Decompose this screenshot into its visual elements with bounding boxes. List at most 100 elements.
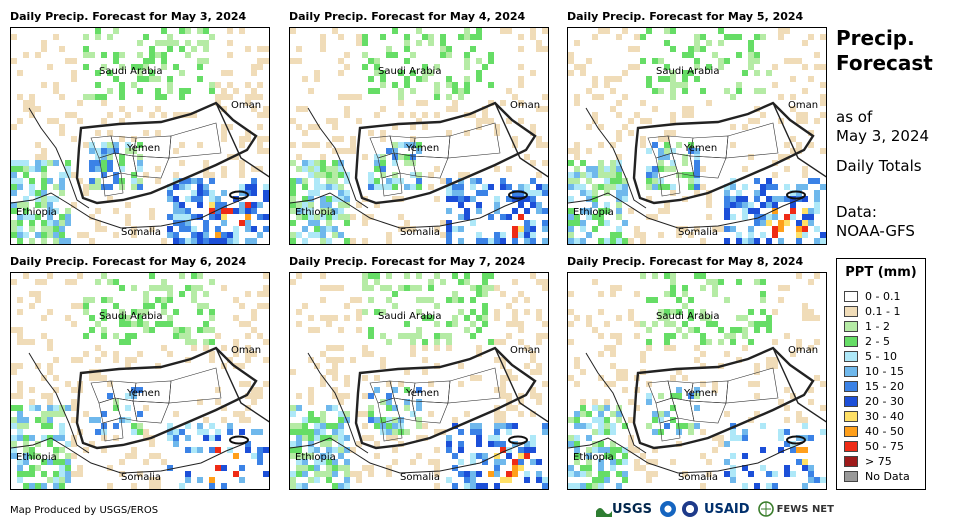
precip-cell bbox=[742, 453, 748, 459]
precip-cell bbox=[700, 46, 706, 52]
precip-cell bbox=[628, 130, 634, 136]
precip-cell bbox=[344, 190, 350, 196]
precip-cell bbox=[386, 471, 392, 477]
precip-cell bbox=[263, 46, 269, 52]
precip-cell bbox=[338, 190, 344, 196]
precip-cell bbox=[820, 148, 826, 154]
precip-cell bbox=[356, 94, 362, 100]
precip-cell bbox=[524, 208, 530, 214]
precip-cell bbox=[730, 429, 736, 435]
precip-cell bbox=[470, 459, 476, 465]
precip-cell bbox=[257, 453, 263, 459]
precip-cell bbox=[482, 112, 488, 118]
precip-cell bbox=[530, 190, 536, 196]
precip-cell bbox=[53, 220, 59, 226]
precip-cell bbox=[646, 82, 652, 88]
precip-cell bbox=[125, 202, 131, 208]
precip-cell bbox=[398, 112, 404, 118]
precip-cell bbox=[548, 202, 549, 208]
precip-cell bbox=[652, 88, 658, 94]
precip-cell bbox=[314, 327, 320, 333]
socotra-island bbox=[508, 435, 528, 445]
precip-cell bbox=[676, 142, 682, 148]
precip-cell bbox=[380, 34, 386, 40]
precip-cell bbox=[784, 387, 790, 393]
precip-cell bbox=[302, 459, 308, 465]
precip-cell bbox=[269, 279, 270, 285]
precip-cell bbox=[640, 58, 646, 64]
precip-cell bbox=[500, 339, 506, 345]
precip-cell bbox=[398, 154, 404, 160]
precip-cell bbox=[724, 202, 730, 208]
precip-cell bbox=[410, 160, 416, 166]
precip-cell bbox=[802, 208, 808, 214]
precip-cell bbox=[670, 417, 676, 423]
precip-cell bbox=[470, 178, 476, 184]
precip-cell bbox=[83, 52, 89, 58]
precip-cell bbox=[476, 124, 482, 130]
precip-cell bbox=[664, 423, 670, 429]
precip-cell bbox=[634, 447, 640, 453]
precip-cell bbox=[332, 184, 338, 190]
precip-cell bbox=[245, 447, 251, 453]
precip-cell bbox=[784, 142, 790, 148]
precip-cell bbox=[338, 483, 344, 489]
precip-cell bbox=[392, 28, 398, 34]
precip-cell bbox=[464, 208, 470, 214]
precip-cell bbox=[610, 423, 616, 429]
precip-cell bbox=[89, 375, 95, 381]
precip-cell bbox=[664, 130, 670, 136]
precip-cell bbox=[568, 160, 574, 166]
fews-globe-icon bbox=[757, 501, 774, 517]
precip-cell bbox=[290, 178, 296, 184]
precip-cell bbox=[23, 417, 29, 423]
precip-cell bbox=[368, 435, 374, 441]
precip-cell bbox=[314, 447, 320, 453]
precip-cell bbox=[604, 423, 610, 429]
precip-cell bbox=[742, 315, 748, 321]
precip-cell bbox=[616, 244, 622, 245]
precip-cell bbox=[530, 28, 536, 34]
precip-cell bbox=[604, 405, 610, 411]
precip-cell bbox=[17, 429, 23, 435]
precip-cell bbox=[688, 423, 694, 429]
precip-cell bbox=[113, 405, 119, 411]
precip-cell bbox=[197, 214, 203, 220]
precip-cell bbox=[41, 202, 47, 208]
precip-cell bbox=[652, 297, 658, 303]
precip-cell bbox=[598, 447, 604, 453]
precip-cell bbox=[197, 238, 203, 244]
precip-cell bbox=[320, 351, 326, 357]
legend-swatch bbox=[844, 471, 858, 482]
precip-cell bbox=[233, 88, 239, 94]
precip-cell bbox=[209, 447, 215, 453]
precip-cell bbox=[604, 76, 610, 82]
precip-cell bbox=[398, 88, 404, 94]
precip-cell bbox=[604, 345, 610, 351]
precip-cell bbox=[664, 136, 670, 142]
precip-cell bbox=[598, 465, 604, 471]
precip-cell bbox=[185, 178, 191, 184]
precip-cell bbox=[221, 483, 227, 489]
precip-cell bbox=[652, 166, 658, 172]
precip-cell bbox=[410, 88, 416, 94]
precip-cell bbox=[368, 465, 374, 471]
precip-cell bbox=[670, 459, 676, 465]
precip-cell bbox=[530, 244, 536, 245]
precip-cell bbox=[197, 273, 203, 279]
precip-cell bbox=[580, 64, 586, 70]
precip-cell bbox=[362, 375, 368, 381]
precip-cell bbox=[592, 441, 598, 447]
precip-cell bbox=[59, 190, 65, 196]
title-line-1: Precip. bbox=[836, 26, 915, 50]
precip-cell bbox=[119, 417, 125, 423]
precip-cell bbox=[658, 166, 664, 172]
precip-cell bbox=[706, 64, 712, 70]
precip-cell bbox=[548, 46, 549, 52]
as-of-line-2: May 3, 2024 bbox=[836, 127, 930, 145]
precip-cell bbox=[754, 190, 760, 196]
legend-label: 15 - 20 bbox=[865, 380, 904, 393]
precip-cell bbox=[542, 184, 548, 190]
precip-cell bbox=[640, 465, 646, 471]
precip-cell bbox=[263, 291, 269, 297]
